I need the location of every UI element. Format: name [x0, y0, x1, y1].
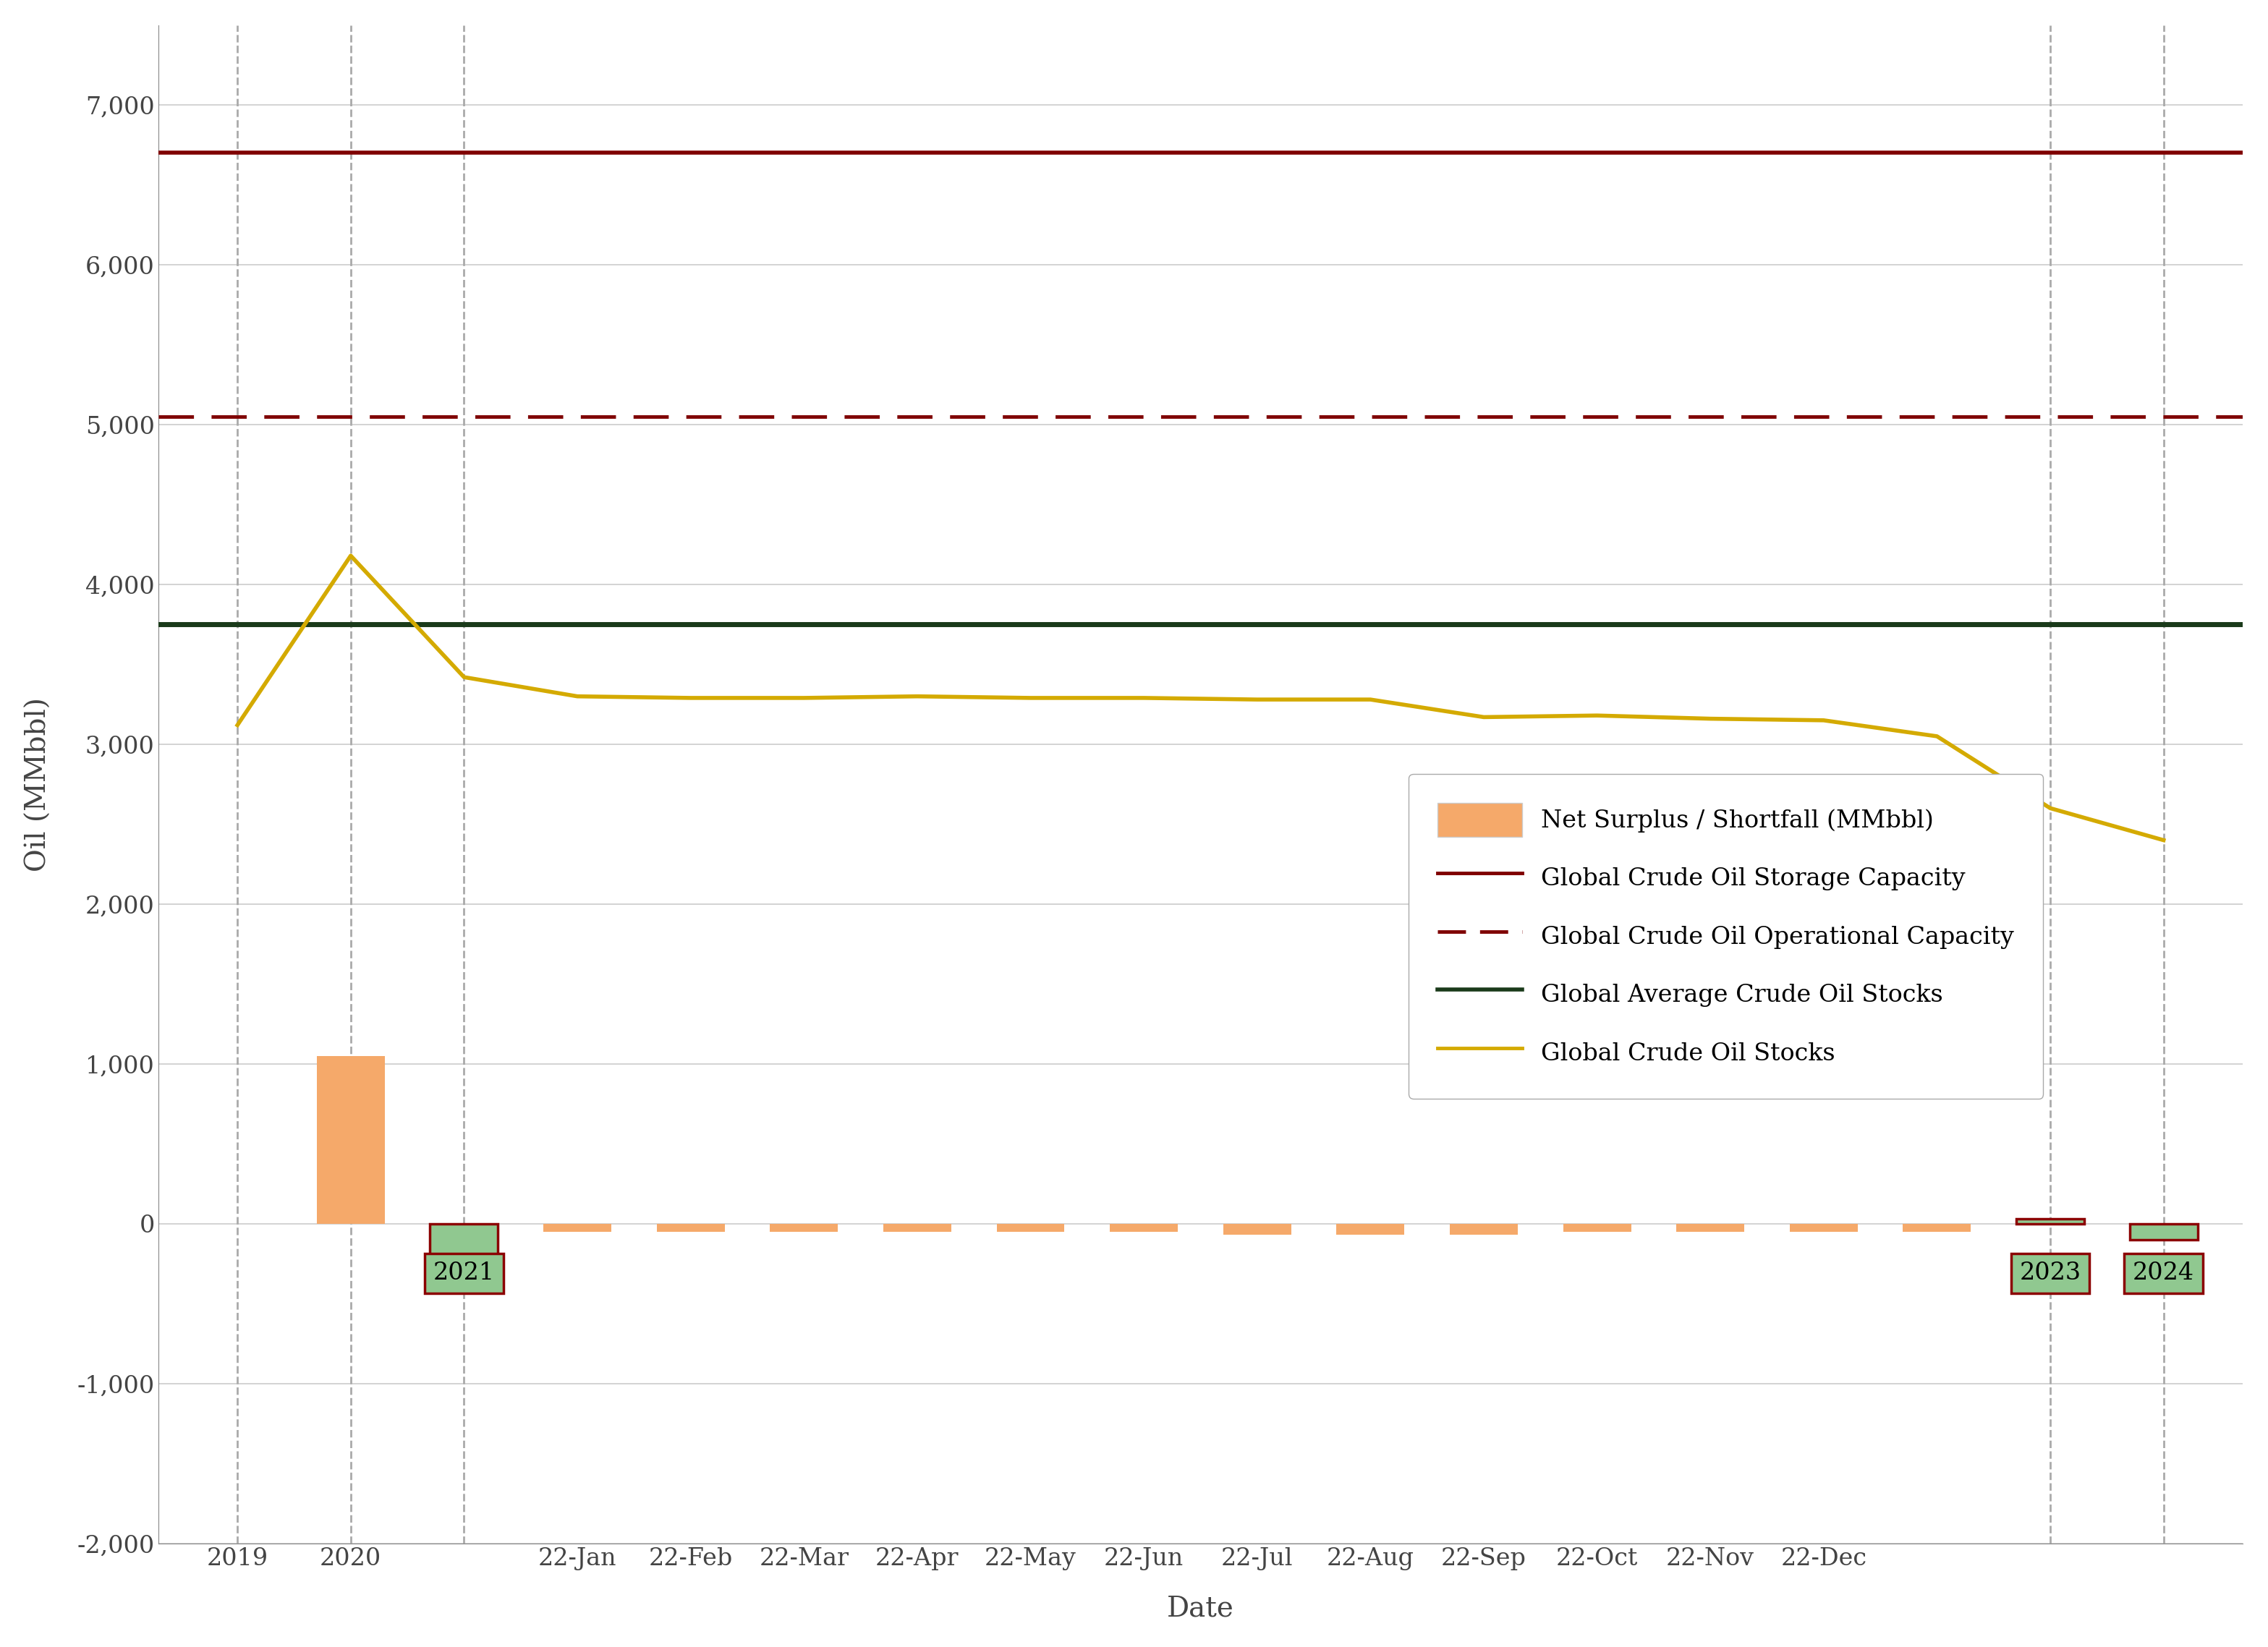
X-axis label: Date: Date — [1168, 1596, 1234, 1622]
Bar — [1789, 1224, 1857, 1232]
Bar — [2130, 1224, 2198, 1240]
Bar — [1903, 1224, 1971, 1232]
Bar — [1109, 1224, 1177, 1232]
Bar — [1222, 1224, 1290, 1235]
Bar — [1449, 1224, 1517, 1235]
Bar — [2016, 1219, 2084, 1224]
Text: 2021: 2021 — [433, 1262, 494, 1285]
Bar — [658, 1224, 723, 1232]
Bar — [1336, 1224, 1404, 1235]
Bar — [318, 1056, 386, 1224]
Text: 2023: 2023 — [2019, 1262, 2082, 1285]
Y-axis label: Oil (MMbbl): Oil (MMbbl) — [25, 697, 52, 871]
Bar — [882, 1224, 950, 1232]
Bar — [1676, 1224, 1744, 1232]
Bar — [431, 1224, 499, 1263]
Bar — [544, 1224, 612, 1232]
Bar — [769, 1224, 837, 1232]
Text: 2024: 2024 — [2132, 1262, 2195, 1285]
Bar — [1563, 1224, 1631, 1232]
Legend: Net Surplus / Shortfall (MMbbl), Global Crude Oil Storage Capacity, Global Crude: Net Surplus / Shortfall (MMbbl), Global … — [1408, 774, 2043, 1099]
Bar — [996, 1224, 1064, 1232]
